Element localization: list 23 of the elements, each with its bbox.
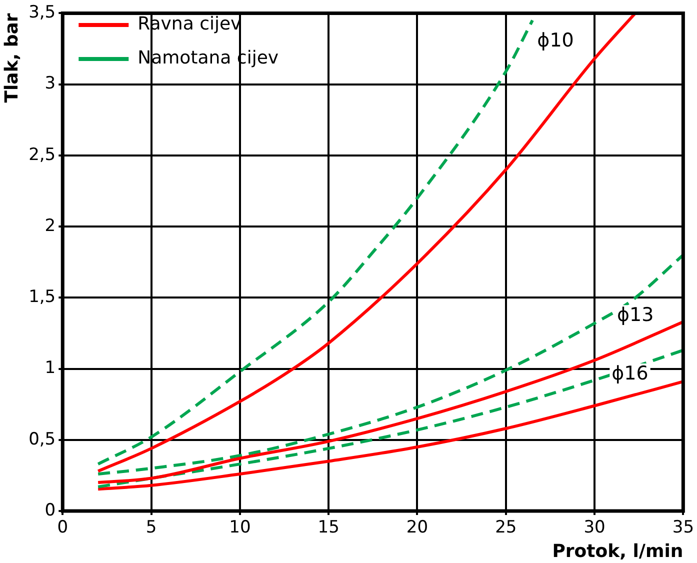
- y-tick-label: 2: [44, 216, 56, 236]
- annotation: ϕ10: [537, 30, 574, 52]
- annotation: ϕ13: [616, 304, 654, 326]
- y-tick-label: 0: [44, 500, 56, 520]
- y-axis-title: Tlak, bar: [1, 13, 22, 103]
- y-tick-label: 1: [44, 358, 56, 378]
- y-tick-label: 2,5: [28, 144, 56, 165]
- x-tick-label: 30: [584, 518, 606, 538]
- x-tick-label: 10: [229, 518, 251, 538]
- x-tick-label: 5: [146, 518, 157, 538]
- x-tick-label: 15: [318, 518, 340, 538]
- annotation: ϕ16: [612, 362, 648, 384]
- x-tick-label: 25: [495, 518, 517, 538]
- line-series: [96, 348, 684, 488]
- y-tick-label: 3,5: [28, 2, 56, 23]
- x-tick-label: 35: [672, 518, 694, 538]
- x-tick-label: 20: [406, 518, 428, 538]
- line-series: [96, 253, 684, 476]
- y-tick-label: 1,5: [28, 287, 56, 308]
- y-tick-label: 3: [44, 74, 56, 94]
- x-axis-title: Protok, l/min: [552, 540, 684, 562]
- x-tick-label: 0: [57, 518, 68, 538]
- y-tick-label: 0,5: [28, 429, 56, 450]
